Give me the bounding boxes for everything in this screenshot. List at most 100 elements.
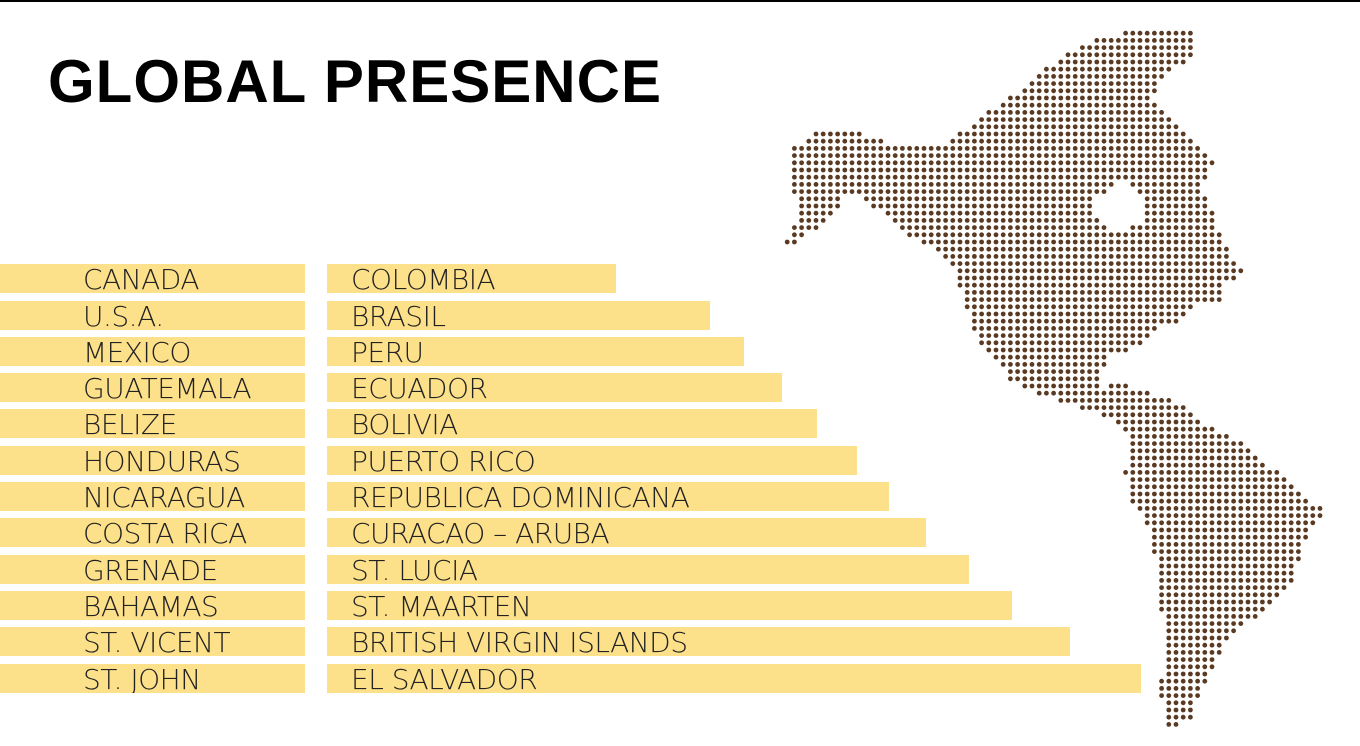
map-dot [1036, 290, 1042, 295]
map-dot [1036, 74, 1042, 79]
map-dot [799, 225, 804, 231]
map-dot [928, 218, 934, 223]
map-dot [1180, 650, 1186, 655]
map-dot [1296, 520, 1301, 526]
map-dot [1195, 160, 1200, 166]
map-dot [1238, 542, 1244, 547]
map-dot [1101, 146, 1107, 151]
map-dot [1044, 311, 1049, 317]
map-dot [1288, 542, 1294, 547]
map-dot [1058, 275, 1064, 281]
map-dot [1080, 246, 1085, 252]
map-dot [1065, 369, 1071, 374]
map-dot [892, 218, 898, 223]
map-dot [1166, 455, 1172, 461]
map-dot [1159, 542, 1164, 547]
map-dot [1015, 232, 1020, 238]
map-dot [979, 167, 984, 173]
map-dot [792, 189, 797, 195]
map-dot [1116, 52, 1121, 58]
map-dot [1281, 563, 1287, 569]
map-dot [1159, 484, 1164, 490]
map-dot [1029, 81, 1035, 86]
map-dot [1152, 52, 1157, 58]
map-dot [964, 182, 970, 187]
map-dot [1281, 556, 1287, 562]
map-dot [1080, 196, 1085, 202]
map-dot [1195, 606, 1200, 612]
map-dot [1123, 95, 1128, 101]
map-dot [1195, 635, 1200, 641]
map-dot [1166, 218, 1172, 223]
map-dot [1180, 160, 1186, 166]
map-dot [1130, 45, 1136, 50]
map-dot [1159, 570, 1164, 576]
country-label: CURACAO – ARUBA [351, 518, 610, 547]
map-dot [1144, 232, 1150, 238]
map-dot [1310, 513, 1316, 518]
map-dot [1166, 304, 1172, 310]
map-dot [1195, 556, 1200, 562]
map-dot [1144, 74, 1150, 79]
map-dot [1209, 261, 1215, 266]
map-dot [792, 232, 797, 238]
map-dot [1195, 254, 1200, 259]
map-dot [1051, 138, 1056, 144]
map-dot [1029, 318, 1035, 324]
map-dot [1159, 232, 1164, 238]
map-dot [1008, 326, 1013, 331]
map-dot [1173, 635, 1179, 641]
map-dot [1159, 678, 1164, 684]
country-bar-left: ST. JOHN [0, 664, 305, 693]
map-dot [1000, 210, 1006, 216]
map-dot [1072, 333, 1078, 338]
map-dot [1058, 182, 1064, 187]
map-dot [1144, 419, 1150, 425]
map-dot [1152, 225, 1157, 231]
map-dot [856, 189, 862, 195]
map-dot [1188, 146, 1193, 151]
map-dot [1101, 268, 1107, 274]
country-label: U.S.A. [83, 301, 164, 330]
map-dot [1000, 275, 1006, 281]
map-dot [1195, 196, 1200, 202]
map-dot [806, 210, 812, 216]
map-dot [1238, 484, 1244, 490]
map-dot [1216, 448, 1222, 454]
map-dot [1130, 311, 1136, 317]
map-dot [1188, 153, 1193, 159]
map-dot [1130, 261, 1136, 266]
map-dot [1051, 174, 1056, 180]
map-dot [1245, 614, 1251, 619]
map-dot [1296, 549, 1301, 554]
map-dot [1130, 95, 1136, 101]
map-dot [1202, 470, 1208, 475]
map-dot [1080, 189, 1085, 195]
map-dot [1216, 462, 1222, 468]
map-dot [1173, 268, 1179, 274]
map-dot [1245, 592, 1251, 598]
map-dot [907, 146, 912, 151]
map-dot [1224, 470, 1229, 475]
map-dot [856, 138, 862, 144]
map-dot [1281, 534, 1287, 540]
map-dot [1116, 254, 1121, 259]
map-dot [1202, 657, 1208, 662]
map-dot [1072, 131, 1078, 137]
map-dot [972, 326, 977, 331]
map-dot [1173, 462, 1179, 468]
map-dot [892, 146, 898, 151]
map-dot [1080, 239, 1085, 245]
map-dot [1238, 556, 1244, 562]
map-dot [1137, 153, 1143, 159]
map-dot [792, 182, 797, 187]
map-dot [993, 275, 999, 281]
map-dot [1159, 549, 1164, 554]
map-dot [1188, 441, 1193, 446]
map-dot [1065, 246, 1071, 252]
map-dot [943, 254, 948, 259]
map-dot [1080, 110, 1085, 115]
map-dot [979, 282, 984, 288]
map-dot [1188, 686, 1193, 691]
map-dot [1058, 232, 1064, 238]
